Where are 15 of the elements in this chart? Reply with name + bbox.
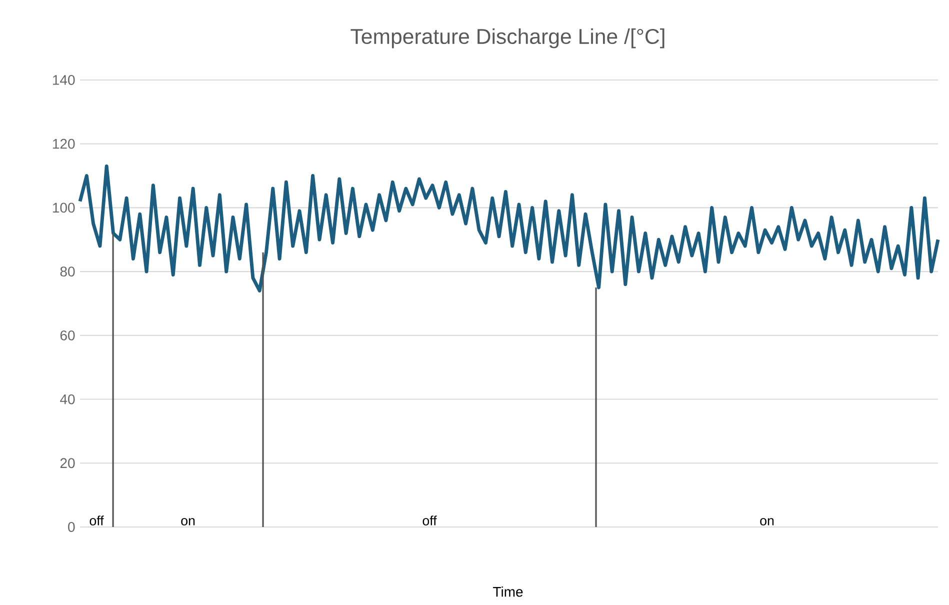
y-tick-label: 80 [60, 266, 75, 277]
y-tick-label: 40 [60, 394, 75, 404]
chart-title: Temperature Discharge Line /[°C] [350, 28, 664, 48]
y-tick-label: 60 [60, 330, 75, 340]
annotation: off [90, 516, 104, 526]
y-tick-label: 120 [53, 138, 75, 149]
y-tick-label: 100 [53, 202, 75, 213]
annotation: on [181, 518, 195, 526]
line-series [78, 164, 940, 292]
annotation: on [760, 518, 774, 526]
y-tick-label: 0 [68, 522, 75, 532]
x-axis-title: Time [493, 586, 523, 597]
y-tick-label: 20 [60, 458, 75, 468]
annotation: off [422, 516, 437, 526]
y-tick-label: 140 [53, 75, 75, 85]
